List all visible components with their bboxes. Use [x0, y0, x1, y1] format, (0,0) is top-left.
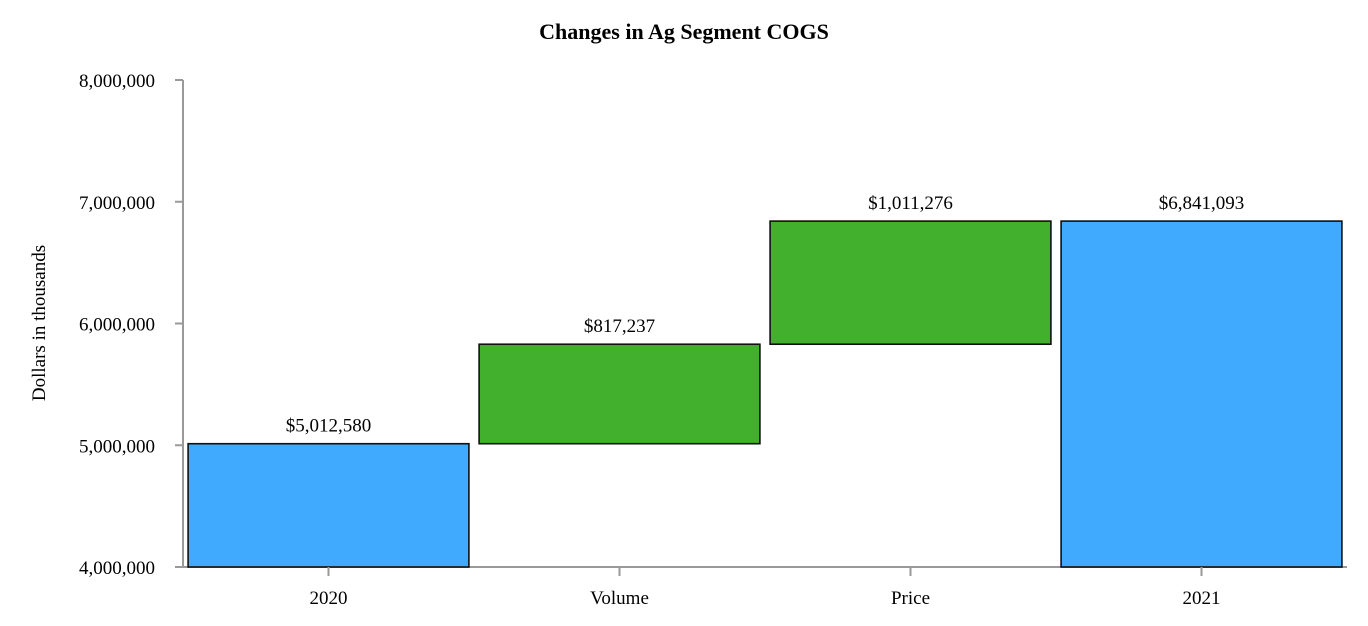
bar-2020 — [187, 442, 470, 568]
y-tick-label: 8,000,000 — [79, 71, 155, 92]
x-tick-label: 2021 — [1183, 588, 1221, 609]
x-tick-label: Volume — [590, 588, 649, 609]
data-label: $1,011,276 — [868, 193, 953, 214]
bar-volume — [478, 343, 761, 445]
bar-price — [769, 220, 1052, 346]
y-axis-title: Dollars in thousands — [29, 245, 50, 401]
y-tick-label: 5,000,000 — [79, 436, 155, 457]
chart-title: Changes in Ag Segment COGS — [539, 19, 829, 44]
data-label: $6,841,093 — [1159, 193, 1245, 214]
plot-area: 4,000,000 5,000,000 6,000,000 7,000,000 8,00… — [79, 71, 1347, 609]
x-tick-label: Price — [891, 588, 930, 609]
data-label: $817,237 — [584, 316, 655, 337]
y-tick-label: 6,000,000 — [79, 315, 155, 336]
x-tick-label: 2020 — [310, 588, 348, 609]
data-label: $5,012,580 — [286, 416, 372, 437]
y-tick-label: 4,000,000 — [79, 558, 155, 579]
bar-2021 — [1060, 220, 1343, 568]
y-tick-label: 7,000,000 — [79, 193, 155, 214]
